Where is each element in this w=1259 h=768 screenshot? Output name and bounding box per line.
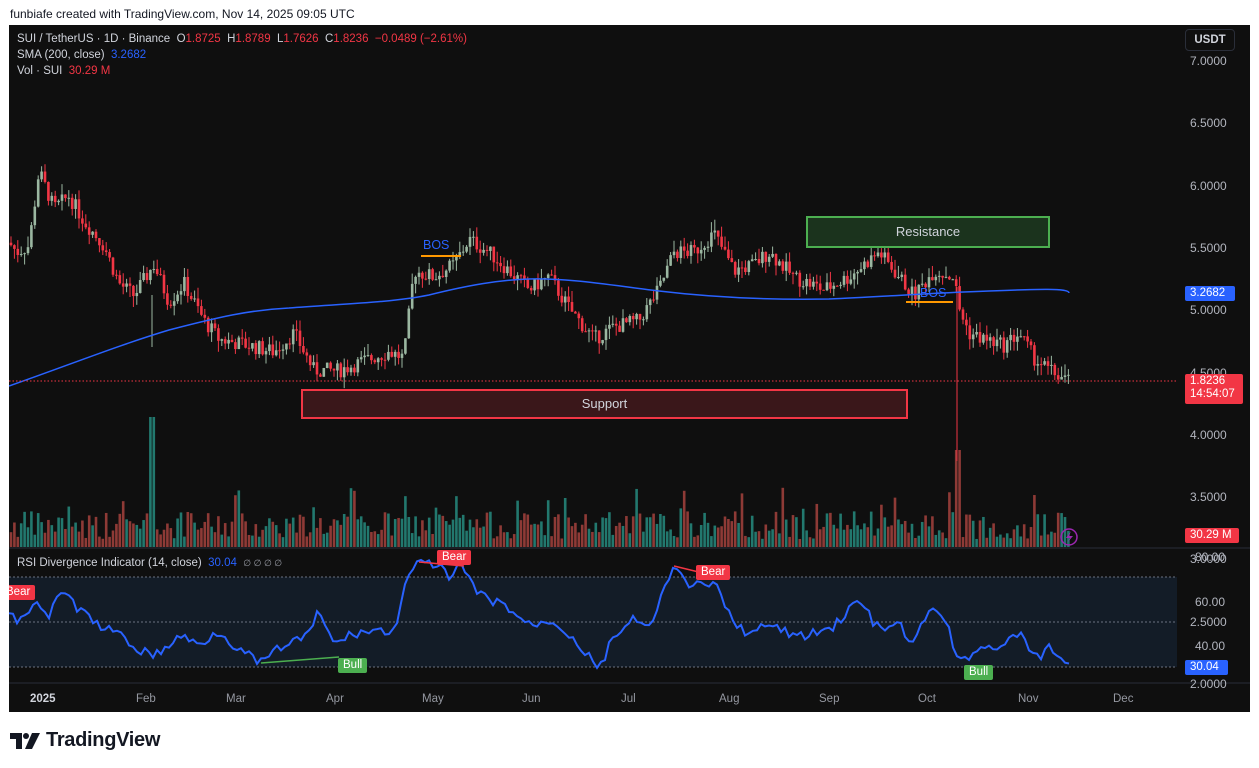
price-tick: 4.0000 <box>1190 427 1227 442</box>
rsi-value-tag: 30.04 <box>1185 660 1228 675</box>
time-tick: Sep <box>819 693 840 705</box>
time-tick: Oct <box>918 693 936 705</box>
price-tick: 2.0000 <box>1190 677 1227 691</box>
last-price-tag: 1.8236 14:54:07 <box>1185 374 1243 404</box>
resistance-zone[interactable] <box>806 216 1050 248</box>
rsi-bear-label: Bear <box>696 565 731 580</box>
price-tick: 6.5000 <box>1190 116 1227 131</box>
price-tick: 5.5000 <box>1190 240 1227 255</box>
tradingview-logo-icon <box>10 732 40 749</box>
time-tick: Mar <box>226 693 246 705</box>
price-tick: 3.5000 <box>1190 490 1227 505</box>
support-label: Support <box>581 396 628 411</box>
candlesticks <box>9 164 1070 461</box>
sma-legend[interactable]: SMA (200, close) 3.2682 <box>17 49 147 61</box>
symbol-legend[interactable]: SUI / TetherUS · 1D · Binance O1.8725 H1… <box>17 33 467 45</box>
rsi-bear-label: Bear <box>437 550 472 565</box>
rsi-line <box>9 558 1070 670</box>
rsi-bull-label: Bull <box>338 658 368 673</box>
volume-legend[interactable]: Vol · SUI 30.29 M <box>17 65 111 77</box>
price-tick: 7.0000 <box>1190 54 1227 68</box>
support-zone[interactable] <box>301 389 908 419</box>
rsi-bear-label: Bear <box>9 585 36 600</box>
rsi-tick: 80.00 <box>1195 550 1226 564</box>
volume-tag: 30.29 M <box>1185 528 1239 543</box>
change: −0.0489 (−2.61%) <box>374 33 467 45</box>
time-tick: Dec <box>1113 693 1134 705</box>
bos-label-1: BOS <box>423 238 450 252</box>
price-tick: 6.0000 <box>1190 178 1227 193</box>
chart-frame[interactable]: SUI / TetherUS · 1D · Binance O1.8725 H1… <box>9 25 1250 712</box>
sma-line <box>9 278 1070 387</box>
rsi-tick: 40.00 <box>1195 639 1226 653</box>
price-tick: 3.0000 <box>1190 552 1227 567</box>
resistance-label: Resistance <box>895 224 961 239</box>
time-tick: Apr <box>326 693 344 705</box>
time-tick: May <box>422 693 444 705</box>
chart-canvas[interactable] <box>9 25 1250 712</box>
lightning-icon[interactable] <box>1060 528 1078 546</box>
time-tick: Nov <box>1018 693 1039 705</box>
tradingview-logo[interactable]: TradingView <box>10 729 160 752</box>
time-tick: 2025 <box>30 693 56 705</box>
chart-credit: funbiafe created with TradingView.com, N… <box>10 7 355 21</box>
currency-unit-button[interactable]: USDT <box>1185 29 1235 51</box>
time-tick: Jun <box>522 693 541 705</box>
sma-price-tag: 3.2682 <box>1185 286 1235 301</box>
time-tick: Jul <box>621 693 636 705</box>
time-tick: Aug <box>719 693 740 705</box>
price-tick: 5.0000 <box>1190 303 1227 318</box>
bos-label-2: BOS <box>920 286 947 300</box>
time-tick: Feb <box>136 693 156 705</box>
volume-bars <box>9 417 1070 547</box>
price-tick: 2.5000 <box>1190 614 1227 629</box>
rsi-bull-label: Bull <box>964 665 994 680</box>
rsi-legend[interactable]: RSI Divergence Indicator (14, close) 30.… <box>17 557 283 569</box>
rsi-tick: 60.00 <box>1195 594 1226 609</box>
